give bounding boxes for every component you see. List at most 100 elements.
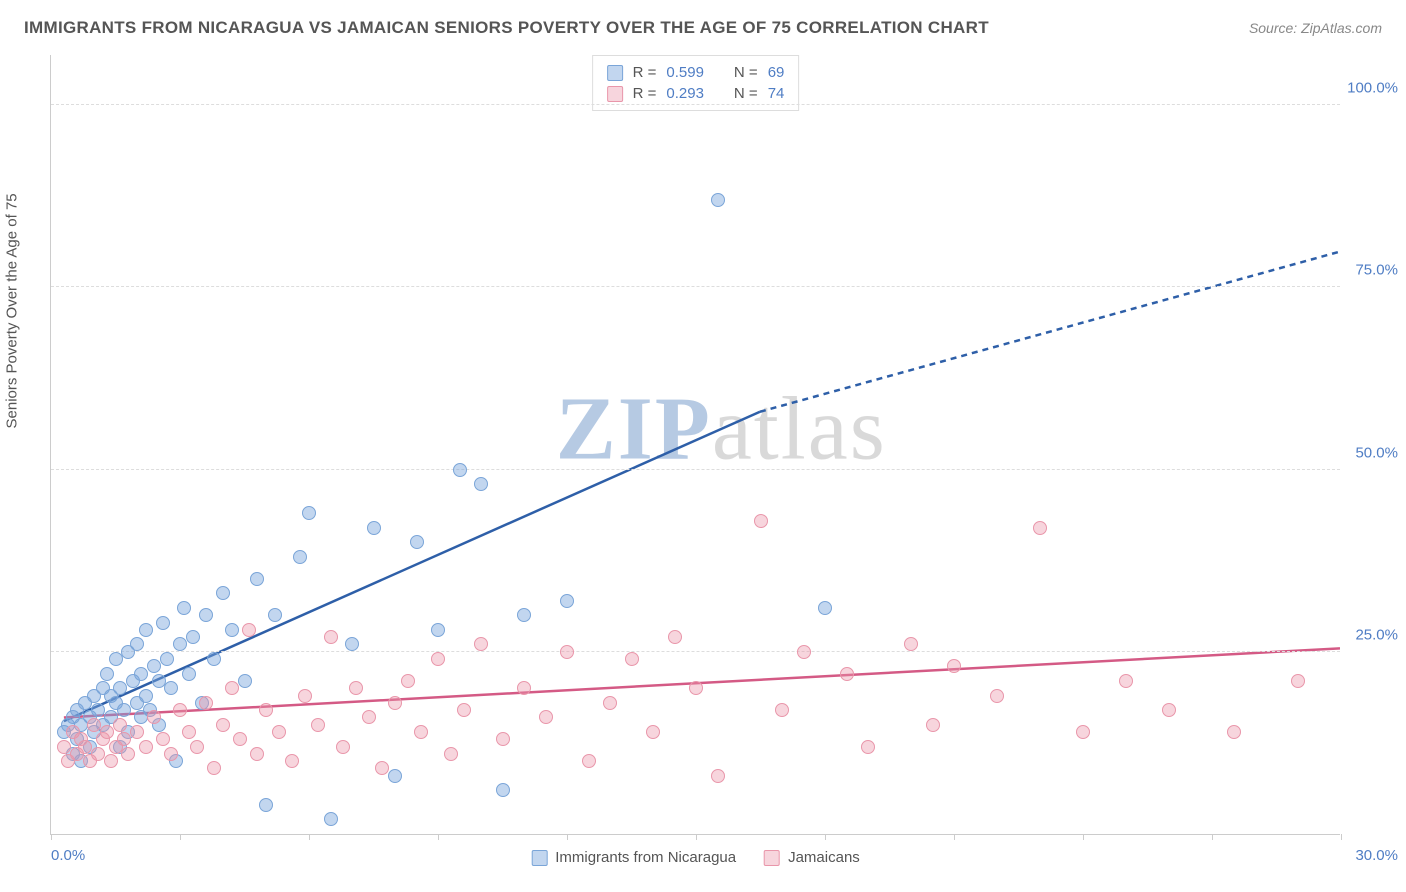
trend-lines-layer xyxy=(51,55,1340,834)
scatter-point xyxy=(539,710,553,724)
y-tick-label: 25.0% xyxy=(1355,626,1398,643)
x-tick xyxy=(954,834,955,840)
scatter-point xyxy=(754,514,768,528)
chart-title: IMMIGRANTS FROM NICARAGUA VS JAMAICAN SE… xyxy=(24,18,989,38)
scatter-point xyxy=(117,703,131,717)
scatter-point xyxy=(1033,521,1047,535)
scatter-point xyxy=(233,732,247,746)
trend-line xyxy=(64,648,1340,717)
scatter-point xyxy=(156,616,170,630)
scatter-point xyxy=(259,703,273,717)
scatter-point xyxy=(324,630,338,644)
scatter-point xyxy=(1119,674,1133,688)
x-tick xyxy=(51,834,52,840)
r-label: R = xyxy=(633,64,657,81)
scatter-point xyxy=(238,674,252,688)
scatter-point xyxy=(139,623,153,637)
scatter-point xyxy=(1227,725,1241,739)
grid-line xyxy=(51,104,1340,105)
scatter-point xyxy=(336,740,350,754)
r-value: 0.293 xyxy=(666,85,704,102)
scatter-point xyxy=(91,703,105,717)
scatter-point xyxy=(668,630,682,644)
y-tick-label: 50.0% xyxy=(1355,444,1398,461)
scatter-point xyxy=(431,623,445,637)
scatter-point xyxy=(388,696,402,710)
legend-series-label: Immigrants from Nicaragua xyxy=(555,849,736,866)
scatter-point xyxy=(164,681,178,695)
legend-swatch-icon xyxy=(764,850,780,866)
x-tick xyxy=(696,834,697,840)
scatter-point xyxy=(134,667,148,681)
scatter-point xyxy=(444,747,458,761)
scatter-point xyxy=(457,703,471,717)
y-axis-label: Seniors Poverty Over the Age of 75 xyxy=(4,193,21,428)
scatter-point xyxy=(453,463,467,477)
y-tick-label: 100.0% xyxy=(1347,80,1398,97)
n-label: N = xyxy=(734,64,758,81)
x-tick-label: 30.0% xyxy=(1355,847,1398,864)
scatter-point xyxy=(242,623,256,637)
x-tick xyxy=(180,834,181,840)
legend-series-label: Jamaicans xyxy=(788,849,860,866)
scatter-point xyxy=(113,718,127,732)
correlation-legend: R = 0.599 N = 69 R = 0.293 N = 74 xyxy=(592,55,800,111)
scatter-point xyxy=(100,725,114,739)
x-tick xyxy=(567,834,568,840)
scatter-point xyxy=(818,601,832,615)
scatter-point xyxy=(560,594,574,608)
legend-row-series-0: R = 0.599 N = 69 xyxy=(607,62,785,83)
scatter-point xyxy=(410,535,424,549)
scatter-point xyxy=(298,689,312,703)
r-label: R = xyxy=(633,85,657,102)
scatter-point xyxy=(57,740,71,754)
grid-line xyxy=(51,651,1340,652)
scatter-point xyxy=(1291,674,1305,688)
scatter-point xyxy=(207,761,221,775)
scatter-point xyxy=(207,652,221,666)
n-value: 74 xyxy=(768,85,785,102)
scatter-point xyxy=(139,740,153,754)
scatter-point xyxy=(582,754,596,768)
x-tick xyxy=(309,834,310,840)
scatter-point xyxy=(414,725,428,739)
scatter-point xyxy=(259,798,273,812)
scatter-point xyxy=(840,667,854,681)
scatter-point xyxy=(775,703,789,717)
legend-item-series-0: Immigrants from Nicaragua xyxy=(531,849,736,866)
scatter-point xyxy=(474,637,488,651)
scatter-point xyxy=(130,637,144,651)
scatter-point xyxy=(272,725,286,739)
x-tick xyxy=(1083,834,1084,840)
scatter-point xyxy=(431,652,445,666)
scatter-point xyxy=(375,761,389,775)
scatter-point xyxy=(130,725,144,739)
scatter-point xyxy=(517,681,531,695)
scatter-point xyxy=(311,718,325,732)
scatter-point xyxy=(711,193,725,207)
scatter-point xyxy=(388,769,402,783)
scatter-plot-area: ZIPatlas R = 0.599 N = 69 R = 0.293 N = … xyxy=(50,55,1340,835)
scatter-point xyxy=(362,710,376,724)
grid-line xyxy=(51,469,1340,470)
scatter-point xyxy=(646,725,660,739)
legend-row-series-1: R = 0.293 N = 74 xyxy=(607,83,785,104)
scatter-point xyxy=(324,812,338,826)
x-tick xyxy=(1212,834,1213,840)
watermark-text: ZIPatlas xyxy=(556,377,887,480)
scatter-point xyxy=(177,601,191,615)
scatter-point xyxy=(293,550,307,564)
scatter-point xyxy=(121,747,135,761)
n-value: 69 xyxy=(768,64,785,81)
scatter-point xyxy=(904,637,918,651)
scatter-point xyxy=(117,732,131,746)
scatter-point xyxy=(173,637,187,651)
scatter-point xyxy=(926,718,940,732)
scatter-point xyxy=(182,667,196,681)
trend-line-extrapolated xyxy=(760,252,1340,412)
scatter-point xyxy=(199,696,213,710)
chart-source: Source: ZipAtlas.com xyxy=(1249,20,1382,36)
scatter-point xyxy=(367,521,381,535)
scatter-point xyxy=(797,645,811,659)
scatter-point xyxy=(147,710,161,724)
